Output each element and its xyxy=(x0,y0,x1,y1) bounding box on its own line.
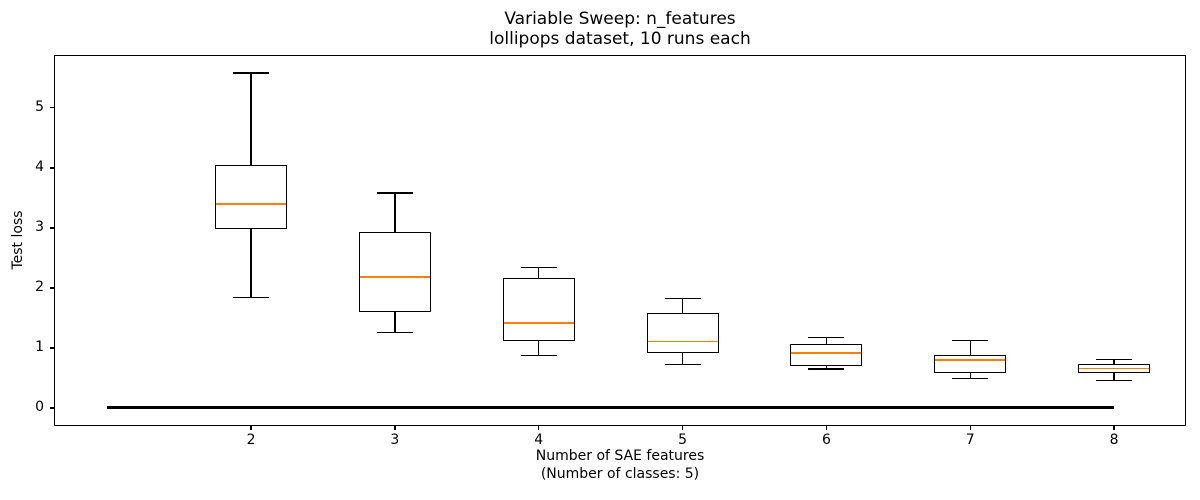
zero-baseline xyxy=(107,406,1115,410)
box-iqr xyxy=(790,343,863,366)
x-tick-label: 6 xyxy=(821,432,831,448)
x-tick-mark xyxy=(1113,426,1115,430)
y-tick-label: 2 xyxy=(35,279,44,296)
whisker-cap-lower xyxy=(520,354,557,356)
x-tick-mark xyxy=(681,426,684,430)
whisker-cap-lower xyxy=(808,368,845,370)
whisker-cap-lower xyxy=(376,331,413,333)
y-tick-label: 1 xyxy=(35,339,44,356)
median-line xyxy=(647,340,718,343)
whisker-cap-lower xyxy=(664,363,701,365)
whisker-cap-upper xyxy=(808,336,845,338)
median-line xyxy=(935,359,1006,361)
y-tick-mark xyxy=(50,227,54,229)
y-tick-mark xyxy=(50,407,54,409)
whisker-lower xyxy=(394,311,396,333)
y-tick-label: 4 xyxy=(35,159,44,176)
y-tick-mark xyxy=(50,107,54,109)
box-iqr xyxy=(934,354,1007,373)
box-iqr xyxy=(646,313,719,354)
whisker-upper xyxy=(250,73,252,165)
median-line xyxy=(359,276,430,278)
y-tick-mark xyxy=(50,347,54,349)
whisker-cap-upper xyxy=(233,72,270,74)
whisker-cap-upper xyxy=(952,339,989,341)
x-tick-label: 5 xyxy=(678,432,688,448)
whisker-upper xyxy=(1113,359,1115,365)
whisker-upper xyxy=(969,340,971,355)
whisker-cap-lower xyxy=(233,296,270,299)
y-tick-label: 0 xyxy=(35,399,44,416)
box-iqr xyxy=(215,164,288,230)
whisker-upper xyxy=(825,337,828,344)
x-tick-label: 8 xyxy=(1109,432,1119,448)
median-line xyxy=(791,351,862,354)
whisker-upper xyxy=(394,193,396,233)
y-tick-mark xyxy=(50,167,54,169)
x-axis-label: Number of SAE features (Number of classe… xyxy=(120,448,1120,483)
chart-title: Variable Sweep: n_features lollipops dat… xyxy=(120,9,1120,49)
median-line xyxy=(1079,367,1150,370)
x-tick-label: 3 xyxy=(390,432,400,448)
whisker-cap-upper xyxy=(376,192,413,194)
whisker-lower xyxy=(538,341,540,356)
x-tick-mark xyxy=(538,426,540,430)
whisker-upper xyxy=(538,267,540,278)
whisker-lower xyxy=(250,229,252,298)
x-axis-label-line1: Number of SAE features xyxy=(535,448,705,464)
median-line xyxy=(503,322,574,325)
whisker-upper xyxy=(681,298,684,314)
plot-area xyxy=(54,55,1186,426)
whisker-cap-lower xyxy=(952,377,989,380)
y-tick-label: 3 xyxy=(35,219,44,236)
x-tick-mark xyxy=(394,426,396,430)
y-tick-mark xyxy=(50,287,54,289)
median-line xyxy=(216,203,287,205)
whisker-lower xyxy=(681,353,684,365)
whisker-cap-upper xyxy=(1096,358,1133,360)
chart-title-line2: lollipops dataset, 10 runs each xyxy=(489,28,751,49)
chart-title-line1: Variable Sweep: n_features xyxy=(504,9,736,29)
whisker-lower xyxy=(1113,372,1115,381)
x-axis-label-line2: (Number of classes: 5) xyxy=(540,465,700,482)
box-iqr xyxy=(502,277,575,342)
x-tick-mark xyxy=(825,426,828,430)
whisker-cap-upper xyxy=(664,298,701,300)
x-tick-label: 7 xyxy=(965,432,975,448)
x-tick-label: 4 xyxy=(534,432,544,448)
x-tick-label: 2 xyxy=(246,432,256,448)
y-tick-label: 5 xyxy=(35,99,44,116)
x-tick-mark xyxy=(969,426,971,430)
whisker-cap-upper xyxy=(520,266,557,269)
x-tick-mark xyxy=(250,426,252,430)
whisker-lower xyxy=(825,365,828,369)
box-iqr xyxy=(358,232,431,312)
whisker-lower xyxy=(969,372,971,379)
whisker-cap-lower xyxy=(1096,379,1133,382)
